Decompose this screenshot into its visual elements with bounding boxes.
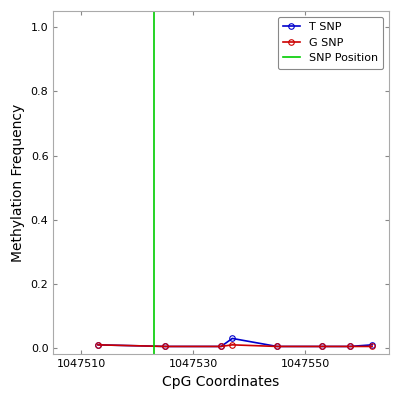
- T SNP: [370, 342, 374, 347]
- G SNP: [219, 344, 224, 349]
- T SNP: [219, 344, 224, 349]
- Line: G SNP: G SNP: [95, 342, 375, 349]
- T SNP: [347, 344, 352, 349]
- G SNP: [163, 344, 168, 349]
- Line: T SNP: T SNP: [95, 336, 375, 349]
- Y-axis label: Methylation Frequency: Methylation Frequency: [11, 104, 25, 262]
- G SNP: [370, 344, 374, 349]
- G SNP: [230, 342, 235, 347]
- T SNP: [230, 336, 235, 341]
- T SNP: [275, 344, 280, 349]
- G SNP: [275, 344, 280, 349]
- G SNP: [319, 344, 324, 349]
- T SNP: [319, 344, 324, 349]
- T SNP: [96, 342, 100, 347]
- T SNP: [163, 344, 168, 349]
- G SNP: [347, 344, 352, 349]
- X-axis label: CpG Coordinates: CpG Coordinates: [162, 375, 280, 389]
- G SNP: [96, 342, 100, 347]
- Legend: T SNP, G SNP, SNP Position: T SNP, G SNP, SNP Position: [278, 17, 383, 69]
